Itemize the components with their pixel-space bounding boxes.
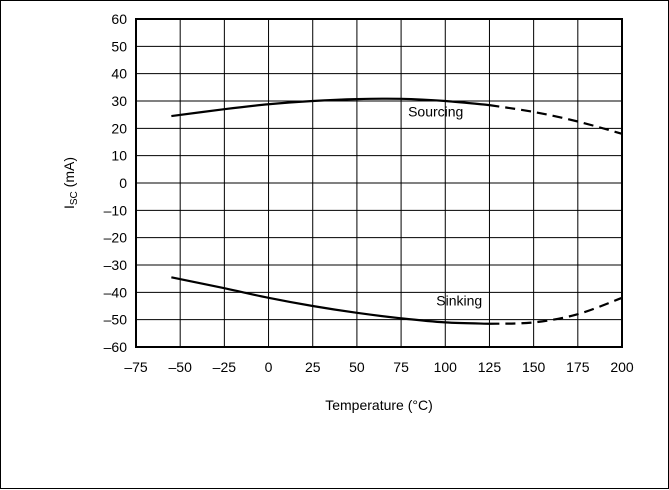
sourcing-dashed-line [489, 104, 623, 135]
sinking-solid-line [171, 276, 490, 325]
x-tick-label: 0 [265, 359, 273, 375]
x-tick-label: 175 [566, 359, 590, 375]
y-tick-label: –10 [104, 202, 128, 218]
y-tick-label: 10 [111, 148, 127, 164]
y-axis-title-main: I [61, 205, 77, 209]
x-tick-label: 200 [610, 359, 634, 375]
plot-border [135, 18, 623, 348]
x-tick-label: 125 [478, 359, 502, 375]
x-tick-label: –50 [169, 359, 193, 375]
sourcing-solid-line [171, 97, 490, 118]
x-axis-title: Temperature (°C) [325, 397, 433, 413]
x-tick-label: 100 [434, 359, 458, 375]
x-tick-label: 75 [393, 359, 409, 375]
x-tick-label: 25 [305, 359, 321, 375]
y-axis-title: ISC (mA) [61, 157, 80, 209]
x-tick-label: 150 [522, 359, 546, 375]
y-tick-label: 20 [111, 120, 127, 136]
series-label-sourcing: Sourcing [408, 104, 463, 120]
y-tick-label: 60 [111, 11, 127, 27]
x-tick-label: 50 [349, 359, 365, 375]
y-axis-title-unit: (mA) [61, 157, 77, 191]
sinking-dashed-line [489, 296, 623, 325]
y-tick-label: –60 [104, 339, 128, 355]
y-axis-title-sub: SC [69, 191, 80, 205]
x-tick-label: –25 [213, 359, 237, 375]
y-tick-label: 30 [111, 93, 127, 109]
y-tick-label: 40 [111, 66, 127, 82]
y-tick-label: –20 [104, 230, 128, 246]
x-tick-label: –75 [124, 359, 148, 375]
series-label-sinking: Sinking [436, 292, 482, 308]
y-tick-label: –40 [104, 284, 128, 300]
y-tick-label: 0 [119, 175, 127, 191]
y-tick-label: 50 [111, 38, 127, 54]
y-tick-label: –50 [104, 312, 128, 328]
y-tick-label: –30 [104, 257, 128, 273]
